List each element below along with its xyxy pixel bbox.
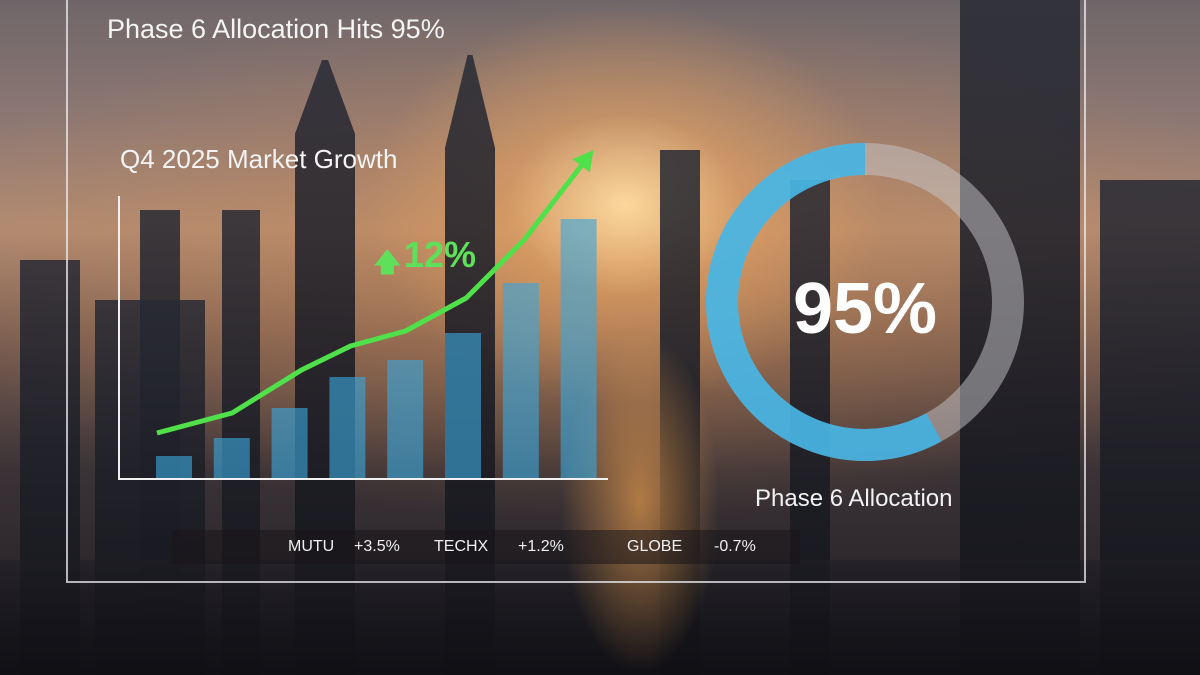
- donut-arc: [706, 143, 942, 461]
- growth-annotation: 12%: [404, 234, 477, 275]
- overlay-frame: [66, 0, 1086, 583]
- ticker-symbol: MUTU: [288, 538, 335, 555]
- trend-line: [156, 159, 587, 436]
- donut-value: 95%: [792, 269, 938, 349]
- bar: [502, 283, 539, 478]
- donut-label: Phase 6 Allocation: [755, 485, 953, 512]
- ticker-symbol: TECHX: [434, 538, 489, 555]
- bar: [329, 377, 366, 478]
- ticker-change: +1.2%: [518, 538, 564, 555]
- bar: [445, 333, 481, 478]
- stock-ticker: MUTU +3.5% TECHX +1.2% GLOBE -0.7%: [172, 530, 800, 564]
- chart-title: Q4 2025 Market Growth: [120, 144, 398, 174]
- ticker-symbol: GLOBE: [627, 538, 683, 555]
- bar: [156, 456, 192, 478]
- bar: [560, 219, 597, 478]
- bar: [387, 360, 424, 478]
- bar: [213, 438, 250, 478]
- ticker-change: +3.5%: [354, 538, 400, 555]
- trend-arrowhead: [572, 150, 594, 173]
- headline: Phase 6 Allocation Hits 95%: [107, 14, 445, 44]
- arrow-up-icon: 🡅: [374, 247, 401, 277]
- ticker-change: -0.7%: [714, 538, 756, 555]
- bar: [271, 408, 308, 478]
